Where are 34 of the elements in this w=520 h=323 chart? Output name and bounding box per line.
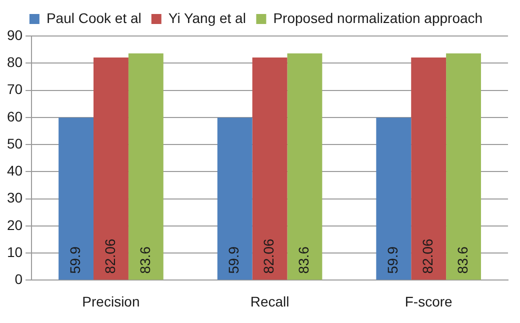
- x-tick-label: F-score: [404, 293, 453, 310]
- legend-label: Yi Yang et al: [168, 10, 246, 26]
- y-tick-label: 0: [14, 271, 23, 288]
- y-tick-label: 60: [6, 108, 23, 124]
- data-label: 83.6: [296, 246, 312, 274]
- y-tick-label: 70: [6, 81, 23, 98]
- bar: [376, 118, 412, 280]
- data-label: 59.9: [66, 246, 83, 274]
- y-tick-label: 50: [6, 135, 23, 152]
- data-label: 82.06: [260, 238, 277, 274]
- data-label: 83.6: [136, 246, 153, 274]
- x-tick-label: Precision: [82, 293, 140, 310]
- y-tick-label: 10: [6, 244, 23, 260]
- y-tick-label: 20: [6, 216, 23, 233]
- bar: [58, 118, 94, 280]
- bar: [94, 58, 128, 280]
- y-tick-label: 40: [6, 162, 23, 179]
- y-tick-label: 80: [6, 54, 23, 70]
- data-label: 82.06: [102, 238, 118, 274]
- data-label: 59.9: [384, 246, 401, 274]
- x-tick-label: Recall: [250, 293, 290, 310]
- legend-label: Proposed normalization approach: [273, 10, 483, 26]
- legend-label: Paul Cook et al: [46, 10, 142, 26]
- data-label: 82.06: [419, 238, 436, 274]
- bar: [128, 53, 164, 280]
- bar: [446, 53, 482, 280]
- y-tick-label: 30: [6, 190, 23, 206]
- data-label: 59.9: [226, 246, 242, 274]
- y-tick-label: 90: [6, 26, 23, 43]
- data-label: 83.6: [454, 246, 470, 274]
- bar: [217, 118, 252, 280]
- bar: [287, 53, 322, 280]
- bar: [252, 58, 288, 280]
- bar: [411, 58, 446, 280]
